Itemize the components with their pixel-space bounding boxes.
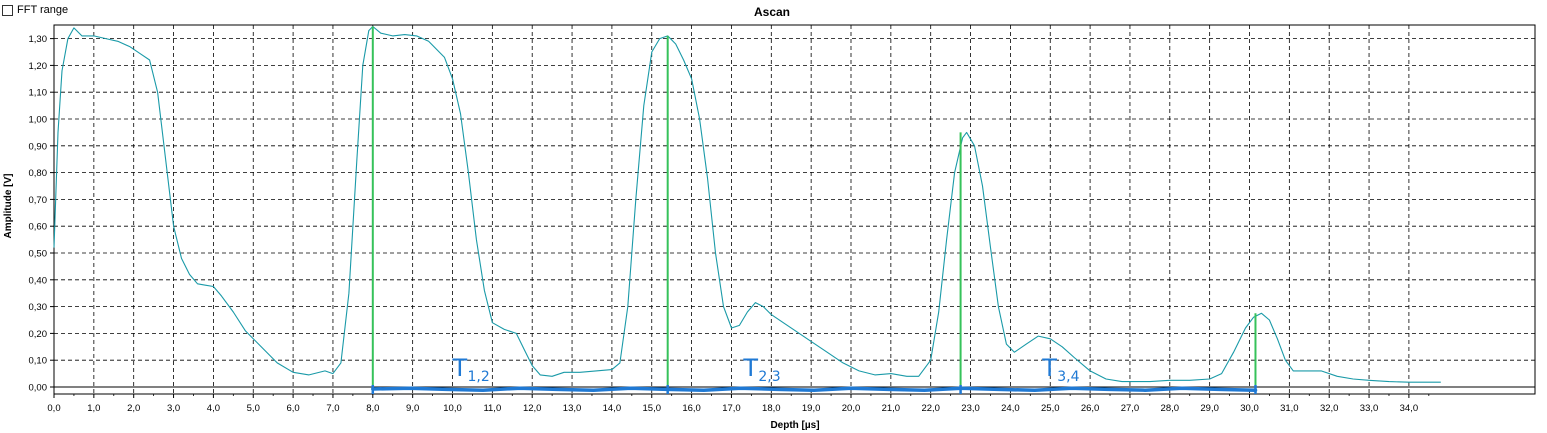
x-tick-label: 26,0 [1081,403,1100,414]
x-tick-label: 0,0 [47,403,60,414]
x-tick-label: 13,0 [563,403,582,414]
y-tick-label: 0,60 [29,222,48,233]
y-tick-label: 0,90 [29,141,48,152]
x-tick-label: 27,0 [1121,403,1140,414]
x-tick-label: 9,0 [406,403,419,414]
y-tick-label: 0,40 [29,275,48,286]
x-tick-label: 4,0 [207,403,220,414]
y-tick-label: 0,00 [29,383,48,394]
annotation-label: T [742,354,758,382]
x-tick-label: 34,0 [1400,403,1419,414]
annotation-label: T [452,354,468,382]
x-tick-label: 31,0 [1280,403,1299,414]
x-tick-label: 20,0 [842,403,861,414]
x-tick-label: 17,0 [722,403,741,414]
y-tick-label: 1,00 [29,115,48,126]
amplitude-series-line [53,25,1441,383]
x-tick-label: 11,0 [483,403,501,414]
x-tick-label: 15,0 [643,403,662,414]
x-tick-label: 32,0 [1320,403,1339,414]
x-tick-label: 21,0 [882,403,901,414]
plot-frame [53,24,1536,395]
y-tick-label: 0,50 [29,249,48,260]
annotation-baseline [371,386,1258,392]
x-tick-label: 33,0 [1360,403,1379,414]
x-tick-label: 29,0 [1200,403,1219,414]
x-tick-label: 16,0 [682,403,701,414]
annotation-label: T [1041,354,1057,382]
y-tick-label: 0,10 [29,356,48,367]
chart-grid [54,25,1535,394]
x-tick-label: 5,0 [247,403,260,414]
annotation-subscript: 1,2 [468,369,490,385]
chart-annotations: T 1,2 T 2,3 T 3,4 [371,354,1258,394]
x-tick-label: 10,0 [443,403,462,414]
x-tick-label: 8,0 [366,403,379,414]
y-tick-label: 0,30 [29,302,48,313]
x-tick-label: 2,0 [127,403,140,414]
y-tick-label: 0,80 [29,168,48,179]
annotation-subscript: 3,4 [1057,369,1079,385]
x-tick-label: 28,0 [1161,403,1180,414]
x-tick-label: 30,0 [1240,403,1259,414]
fft-range-label: FFT range [17,4,69,16]
x-tick-label: 18,0 [762,403,781,414]
y-tick-label: 1,20 [29,61,48,72]
y-tick-label: 0,70 [29,195,48,206]
annotation-subscript: 2,3 [758,369,780,385]
x-tick-label: 12,0 [523,403,542,414]
x-tick-label: 7,0 [326,403,339,414]
chart-ticks: 0,0 1,0 2,0 3,0 4,0 5,0 6,0 7,0 8,0 9,0 10,0 11,0 12… [29,34,1430,414]
x-tick-label: 19,0 [802,403,821,414]
x-tick-label: 24,0 [1001,403,1020,414]
x-tick-label: 1,0 [87,403,100,414]
y-tick-label: 1,10 [29,88,48,99]
x-tick-label: 14,0 [603,403,622,414]
fft-range-toggle[interactable]: FFT range [2,3,68,17]
chart-axes [53,24,1536,395]
fft-range-checkbox[interactable] [2,4,13,16]
y-axis-title: Amplitude [V] [3,174,14,239]
x-tick-label: 3,0 [167,403,180,414]
x-tick-label: 25,0 [1041,403,1060,414]
x-tick-label: 22,0 [921,403,940,414]
y-tick-label: 1,30 [29,34,48,45]
chart-plot-area [53,25,1441,389]
x-tick-label: 23,0 [961,403,980,414]
chart-title: Ascan [754,5,790,19]
x-axis-title: Depth [µs] [770,420,819,431]
x-tick-label: 6,0 [286,403,299,414]
y-tick-label: 0,20 [29,329,48,340]
